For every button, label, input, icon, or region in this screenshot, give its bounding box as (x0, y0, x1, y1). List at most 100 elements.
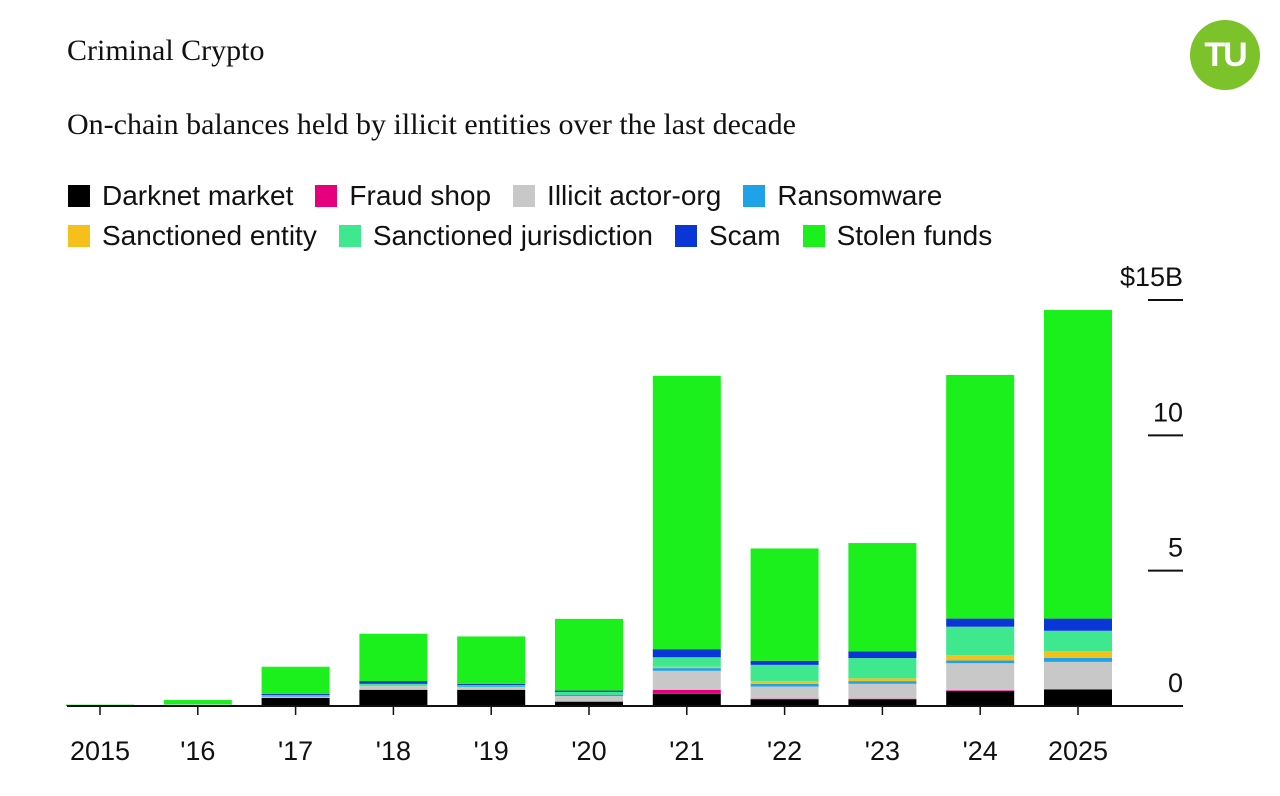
bar-segment-sanctioned-jurisdiction-22 (750, 664, 819, 682)
x-tick-label: 2025 (1048, 736, 1108, 766)
bar-segment-ransomware-18 (359, 685, 428, 686)
bar-segment-ransomware-21 (652, 668, 721, 671)
bar-segment-illicit-actor-org-22 (750, 686, 819, 699)
bar-segment-darknet-market-23 (848, 699, 917, 706)
bar-segment-ransomware-24 (946, 660, 1015, 664)
bar-segment-sanctioned-jurisdiction-23 (848, 658, 917, 679)
bar-segment-ransomware-17 (261, 695, 330, 697)
bar-stack-2025 (1044, 310, 1112, 706)
bar-segment-scam-19 (457, 683, 526, 686)
bar-segment-sanctioned-entity-22 (750, 681, 819, 684)
y-tick-label: 10 (1153, 397, 1183, 427)
bar-segment-scam-17 (261, 693, 330, 696)
bar-stack-19 (457, 636, 526, 706)
legend-item-darknet-market: Darknet market (68, 180, 293, 212)
bar-segment-sanctioned-jurisdiction-2025 (1044, 630, 1112, 652)
brand-logo-icon: TU (1190, 20, 1260, 90)
bar-segment-scam-21 (652, 649, 721, 658)
x-tick-label: '21 (669, 736, 704, 766)
bar-stack-22 (750, 548, 819, 706)
legend-row-2: Sanctioned entity Sanctioned jurisdictio… (68, 216, 1188, 256)
bar-segment-illicit-actor-org-24 (946, 663, 1015, 691)
bar-segment-stolen-funds-24 (946, 374, 1015, 619)
bar-segment-scam-2025 (1044, 618, 1112, 631)
legend-label-sanctioned-jurisdiction: Sanctioned jurisdiction (372, 220, 653, 251)
legend-swatch-ransomware (743, 185, 766, 207)
bar-segment-ransomware-22 (750, 683, 819, 687)
bar-stack-20 (555, 618, 623, 706)
x-tick-label: '17 (278, 736, 313, 766)
x-tick-label: '23 (865, 736, 900, 766)
x-tick-label: '19 (474, 736, 509, 766)
bar-segment-sanctioned-jurisdiction-20 (555, 691, 623, 695)
legend-label-ransomware: Ransomware (777, 180, 943, 211)
bar-segment-scam-24 (946, 618, 1015, 627)
bar-segment-ransomware-20 (555, 694, 623, 696)
x-tick-label: '22 (767, 736, 802, 766)
bar-segment-sanctioned-jurisdiction-17 (261, 695, 330, 696)
chart-title: Criminal Crypto (67, 34, 265, 67)
bar-segment-sanctioned-jurisdiction-18 (359, 683, 428, 686)
bar-stack-24 (946, 374, 1015, 706)
bar-segment-stolen-funds-16 (163, 700, 232, 705)
legend-item-illicit-actor-org: Illicit actor-org (513, 180, 721, 212)
bar-segment-darknet-market-21 (652, 693, 721, 706)
legend-item-fraud-shop: Fraud shop (315, 180, 491, 212)
bar-segment-illicit-actor-org-17 (261, 696, 330, 698)
bar-segment-darknet-market-19 (457, 689, 526, 706)
legend-swatch-scam (674, 225, 697, 247)
bar-segment-sanctioned-entity-23 (848, 678, 917, 682)
bar-segment-darknet-market-20 (555, 701, 623, 706)
x-tick-label: '18 (376, 736, 411, 766)
bar-segment-fraud-shop-21 (652, 689, 721, 694)
legend-label-fraud-shop: Fraud shop (349, 180, 492, 211)
legend-swatch-fraud-shop (315, 185, 338, 207)
legend-item-scam: Scam (674, 220, 781, 252)
bar-segment-illicit-actor-org-20 (555, 695, 623, 702)
bar-segment-ransomware-2025 (1044, 657, 1112, 662)
bar-segment-stolen-funds-2015 (66, 704, 134, 706)
bar-segment-sanctioned-jurisdiction-24 (946, 626, 1015, 656)
bar-segment-stolen-funds-23 (848, 543, 917, 652)
legend-item-ransomware: Ransomware (743, 180, 942, 212)
legend-swatch-sanctioned-jurisdiction (338, 225, 361, 247)
bar-segment-fraud-shop-22 (750, 698, 819, 700)
legend-label-sanctioned-entity: Sanctioned entity (102, 220, 317, 251)
bar-segment-stolen-funds-19 (457, 636, 526, 684)
legend-row-1: Darknet market Fraud shop Illicit actor-… (68, 176, 1188, 216)
bar-segment-stolen-funds-21 (652, 375, 721, 650)
bar-segment-sanctioned-entity-21 (652, 666, 721, 669)
chart-subtitle: On-chain balances held by illicit entiti… (67, 108, 796, 141)
bar-segment-sanctioned-entity-24 (946, 655, 1015, 661)
legend-swatch-stolen-funds (802, 225, 825, 247)
x-tick-label: 2015 (70, 736, 130, 766)
x-tick-label: '16 (180, 736, 215, 766)
bar-segment-fraud-shop-2025 (1044, 688, 1112, 690)
bar-segment-scam-18 (359, 681, 428, 684)
bar-stack-18 (359, 633, 428, 706)
legend-item-sanctioned-jurisdiction: Sanctioned jurisdiction (338, 220, 653, 252)
x-tick-label: '20 (571, 736, 606, 766)
bar-segment-stolen-funds-18 (359, 633, 428, 682)
bar-segment-scam-20 (555, 690, 623, 692)
legend-label-stolen-funds: Stolen funds (836, 220, 993, 251)
bar-stack-23 (848, 543, 917, 706)
bar-stack-17 (261, 666, 330, 706)
bar-segment-sanctioned-jurisdiction-19 (457, 685, 526, 687)
bar-segment-stolen-funds-17 (261, 666, 330, 694)
bar-segment-fraud-shop-24 (946, 690, 1015, 692)
legend-item-sanctioned-entity: Sanctioned entity (68, 220, 317, 252)
bar-segment-darknet-market-18 (359, 689, 428, 706)
bar-segment-ransomware-23 (848, 681, 917, 684)
y-tick-label: 0 (1168, 668, 1183, 698)
legend-label-darknet-market: Darknet market (102, 180, 294, 211)
legend-label-scam: Scam (708, 220, 781, 251)
bar-segment-darknet-market-2025 (1044, 689, 1112, 706)
bar-segment-sanctioned-jurisdiction-21 (652, 657, 721, 667)
bar-segment-darknet-market-17 (261, 697, 330, 706)
bar-segment-sanctioned-jurisdiction-16 (163, 704, 232, 705)
bar-segment-ransomware-19 (457, 686, 526, 688)
bar-stack-21 (652, 375, 721, 706)
y-tick-label: 5 (1168, 533, 1183, 563)
